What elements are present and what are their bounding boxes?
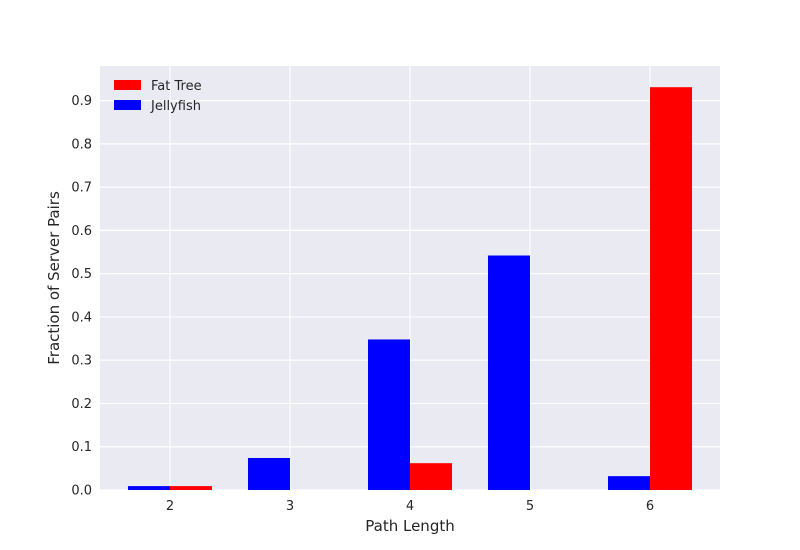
y-tick-label: 0.3 bbox=[71, 354, 92, 369]
legend-label-fat-tree: Fat Tree bbox=[151, 79, 202, 94]
legend-swatch-jellyfish bbox=[114, 100, 141, 110]
y-tick-label: 0.7 bbox=[71, 181, 92, 196]
y-tick-labels: 0.0 0.1 0.2 0.3 0.4 0.5 0.6 0.7 0.8 0.9 bbox=[71, 94, 92, 498]
y-tick-label: 0.4 bbox=[71, 310, 92, 325]
bar-fat-tree bbox=[650, 87, 692, 490]
bar-jellyfish bbox=[368, 339, 410, 490]
bar-jellyfish bbox=[608, 476, 650, 490]
x-axis-label: Path Length bbox=[365, 517, 454, 535]
x-tick-label: 3 bbox=[286, 499, 294, 514]
bar-jellyfish bbox=[248, 457, 290, 490]
y-tick-label: 0.2 bbox=[71, 397, 92, 412]
y-tick-label: 0.9 bbox=[71, 94, 92, 109]
legend-swatch-fat-tree bbox=[114, 80, 141, 90]
bar-jellyfish bbox=[488, 255, 530, 490]
legend: Fat Tree Jellyfish bbox=[114, 79, 202, 114]
y-tick-label: 0.8 bbox=[71, 137, 92, 152]
x-tick-labels: 2 3 4 5 6 bbox=[166, 499, 654, 514]
x-tick-label: 5 bbox=[526, 499, 534, 514]
bar-fat-tree bbox=[410, 463, 452, 490]
x-tick-label: 4 bbox=[406, 499, 414, 514]
legend-label-jellyfish: Jellyfish bbox=[150, 99, 201, 114]
bars bbox=[128, 87, 692, 490]
y-tick-label: 0.0 bbox=[71, 484, 92, 499]
bar-jellyfish bbox=[128, 486, 170, 490]
bar-fat-tree bbox=[170, 486, 212, 490]
x-tick-label: 2 bbox=[166, 499, 174, 514]
y-tick-label: 0.6 bbox=[71, 224, 92, 239]
y-tick-label: 0.5 bbox=[71, 267, 92, 282]
y-tick-label: 0.1 bbox=[71, 440, 92, 455]
y-axis-label: Fraction of Server Pairs bbox=[45, 191, 63, 365]
x-tick-label: 6 bbox=[646, 499, 654, 514]
